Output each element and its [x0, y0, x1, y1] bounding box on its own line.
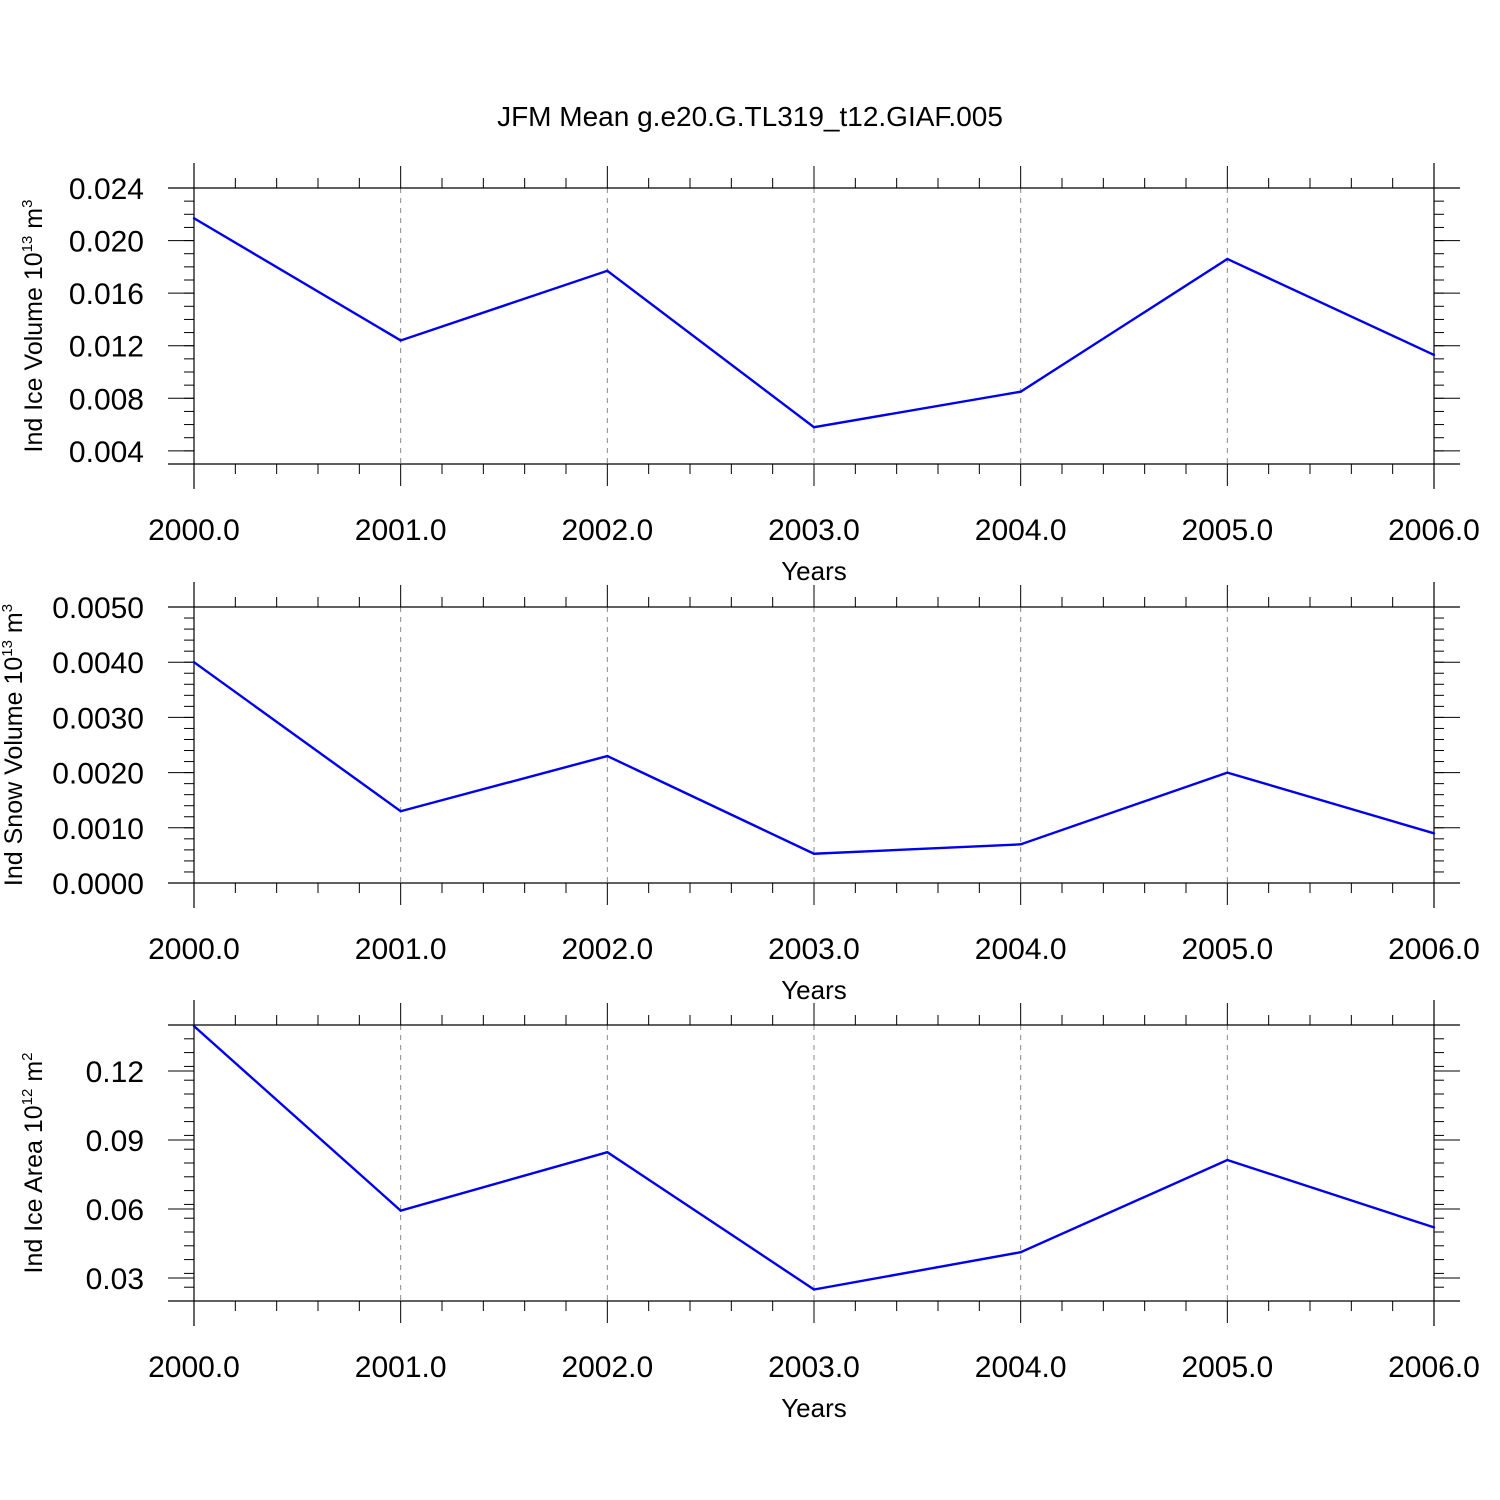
x-axis-label: Years: [781, 1393, 847, 1423]
y-axis-label-ylabel-exp: 12: [19, 1089, 36, 1106]
data-point: [399, 339, 402, 342]
x-tick-label: 2006.0: [1388, 933, 1480, 966]
y-axis-label-ylabel-main: Ind Ice Volume 10: [20, 252, 48, 452]
panel-2: 2000.0 2001.0 2002.0 2003.0 2004.0 2005.0 2006…: [0, 582, 1480, 1005]
y-tick-label: 0.024: [69, 173, 144, 206]
y-tick-label: 0.020: [69, 226, 144, 259]
x-tick-label: 2003.0: [768, 514, 860, 547]
y-tick-label: 0.03: [86, 1263, 144, 1296]
data-point: [1432, 832, 1436, 835]
data-point: [1019, 390, 1022, 393]
y-axis-label-ylabel-main: Ind Ice Area 10: [20, 1105, 48, 1273]
y-axis-label-ylabel-unit-exp: 2: [19, 1053, 36, 1061]
panels: 2000.0 2001.0 2002.0 2003.0 2004.0 2005.0 2006…: [0, 163, 1480, 1423]
x-tick-label: 2003.0: [768, 933, 860, 966]
y-tick-label: 0.0020: [52, 758, 144, 791]
data-point: [606, 1150, 609, 1154]
y-tick-label: 0.0040: [52, 647, 144, 680]
y-tick-label: 0.09: [86, 1125, 144, 1158]
y-tick-label: 0.12: [86, 1056, 144, 1089]
data-point: [1226, 257, 1229, 261]
data-point: [192, 661, 196, 664]
y-axis-label: Ind Snow Volume 1013 m3: [0, 604, 28, 886]
y-axis-label: Ind Ice Area 1012 m2: [19, 1053, 49, 1274]
x-tick-label: 2002.0: [561, 1351, 653, 1384]
data-point: [1432, 1226, 1436, 1229]
data-point: [1432, 353, 1436, 357]
x-tick-label: 2004.0: [975, 933, 1067, 966]
data-point: [399, 1209, 402, 1212]
figure-title: JFM Mean g.e20.G.TL319_t12.GIAF.005: [497, 101, 1003, 132]
x-tick-label: 2005.0: [1181, 1351, 1273, 1384]
y-tick-label: 0.0000: [52, 868, 144, 901]
y-tick-label: 0.012: [69, 331, 144, 364]
y-axis-label-ylabel-exp: 13: [0, 640, 16, 657]
data-point: [399, 810, 402, 813]
panel-3: 2000.0 2001.0 2002.0 2003.0 2004.0 2005.0 2006…: [19, 1000, 1480, 1423]
x-tick-label: 2006.0: [1388, 1351, 1480, 1384]
x-tick-label: 2001.0: [355, 514, 447, 547]
data-point: [812, 1288, 816, 1291]
y-tick-label: 0.004: [69, 436, 144, 469]
x-tick-label: 2001.0: [355, 933, 447, 966]
data-point: [606, 269, 609, 272]
y-axis-label-ylabel-unit: m: [20, 1061, 48, 1089]
data-point: [1226, 1158, 1229, 1162]
x-tick-label: 2005.0: [1181, 514, 1273, 547]
x-tick-label: 2004.0: [975, 1351, 1067, 1384]
x-axis-label: Years: [781, 556, 847, 586]
x-tick-label: 2006.0: [1388, 514, 1480, 547]
y-axis-label: Ind Ice Volume 1013 m3: [19, 200, 49, 453]
x-axis-label: Years: [781, 975, 847, 1005]
panel-1: 2000.0 2001.0 2002.0 2003.0 2004.0 2005.0 2006…: [19, 163, 1480, 586]
y-tick-label: 0.008: [69, 383, 144, 416]
y-axis-label-ylabel-unit-exp: 3: [0, 604, 16, 612]
x-tick-label: 2004.0: [975, 514, 1067, 547]
y-axis-label-ylabel-exp: 13: [19, 236, 36, 253]
data-point: [192, 217, 196, 220]
y-axis-label-ylabel-unit: m: [0, 612, 28, 640]
y-axis-label-ylabel-main: Ind Snow Volume 10: [0, 657, 28, 886]
data-point: [192, 1024, 196, 1028]
data-point: [1226, 771, 1229, 774]
data-point: [1019, 1251, 1022, 1254]
x-tick-label: 2002.0: [561, 933, 653, 966]
y-tick-label: 0.06: [86, 1194, 144, 1227]
data-point: [606, 754, 609, 758]
x-tick-label: 2000.0: [148, 514, 240, 547]
y-tick-label: 0.0050: [52, 592, 144, 625]
y-axis-label-ylabel-unit: m: [20, 208, 48, 236]
data-point: [812, 426, 816, 429]
y-axis-label-ylabel-unit-exp: 3: [19, 200, 36, 208]
x-tick-label: 2005.0: [1181, 933, 1273, 966]
data-point: [1019, 843, 1022, 846]
y-tick-label: 0.0030: [52, 702, 144, 735]
x-tick-label: 2003.0: [768, 1351, 860, 1384]
x-tick-label: 2000.0: [148, 1351, 240, 1384]
x-tick-label: 2002.0: [561, 514, 653, 547]
x-tick-label: 2001.0: [355, 1351, 447, 1384]
y-tick-label: 0.016: [69, 278, 144, 311]
x-tick-label: 2000.0: [148, 933, 240, 966]
data-point: [812, 852, 816, 855]
y-tick-label: 0.0010: [52, 813, 144, 846]
